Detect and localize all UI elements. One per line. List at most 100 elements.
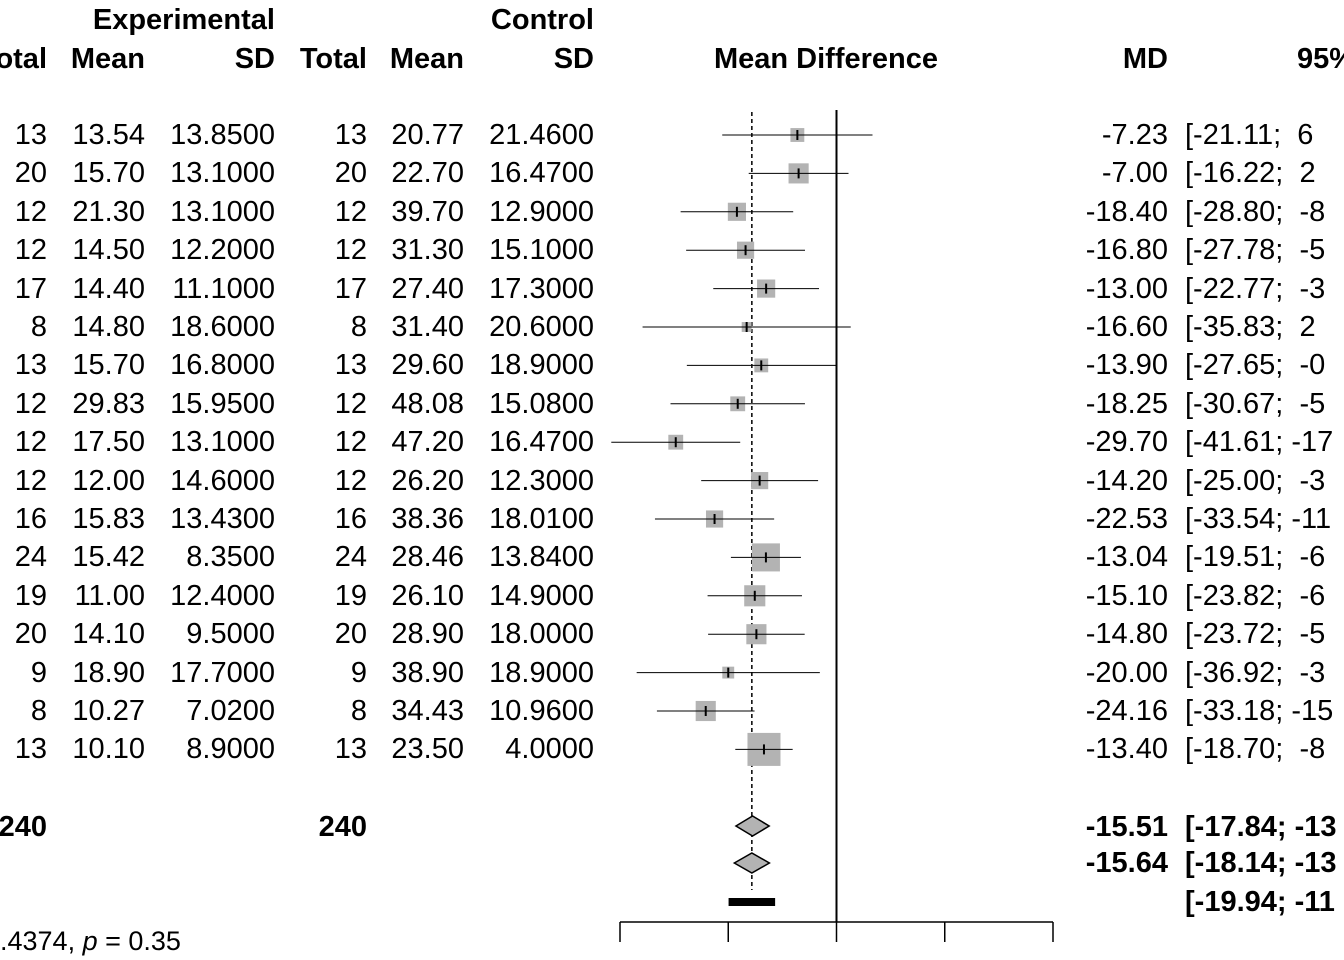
cell-et: 12: [14, 426, 47, 459]
cell-ct: 12: [334, 234, 367, 267]
cell-ct: 13: [334, 349, 367, 382]
cell-esd: 8.9000: [186, 733, 275, 766]
cell-ct: 24: [334, 541, 367, 574]
cell-em: 15.70: [72, 349, 145, 382]
header-exp-mean: Mean: [70, 43, 145, 75]
cell-cm: 26.10: [391, 579, 464, 612]
cell-et: 12: [14, 387, 47, 420]
cell-ct: 8: [350, 311, 367, 343]
header-control: Control: [490, 4, 594, 36]
cell-ct: 9: [350, 656, 367, 689]
cell-ct: 16: [334, 503, 367, 535]
header-experimental: Experimental: [92, 4, 275, 36]
header-ctl-sd: SD: [553, 43, 594, 75]
cell-md: -15.10: [1085, 579, 1168, 612]
cell-ct: 13: [334, 119, 367, 151]
cell-md: -13.00: [1085, 272, 1168, 305]
cell-em: 10.27: [72, 695, 145, 727]
cell-ct: 13: [334, 733, 367, 766]
cell-cm: 48.08: [391, 387, 464, 420]
cell-ci: [-23.82; -6: [1185, 579, 1326, 612]
cell-em: 21.30: [72, 195, 145, 228]
random-ci: [-18.14; -13: [1185, 847, 1337, 879]
p-label: p: [82, 926, 98, 956]
header-ci: 95%: [1297, 43, 1344, 75]
cell-ci: [-16.22; 2: [1185, 157, 1316, 190]
cell-et: 13: [14, 119, 47, 151]
cell-csd: 14.9000: [489, 579, 594, 612]
prediction-ci: [-19.94; -11: [1185, 886, 1335, 918]
cell-csd: 20.6000: [489, 311, 594, 343]
cell-ci: [-27.78; -5: [1185, 234, 1326, 267]
cell-esd: 8.3500: [186, 541, 275, 574]
cell-em: 15.42: [72, 541, 145, 574]
cell-csd: 16.4700: [489, 157, 594, 190]
header-exp-total: otal: [0, 43, 47, 75]
cell-md: -16.80: [1085, 234, 1168, 267]
cell-et: 20: [14, 618, 47, 651]
cell-esd: 13.8500: [170, 119, 275, 151]
cell-cm: 38.36: [391, 503, 464, 535]
cell-et: 24: [14, 541, 47, 574]
cell-cm: 28.90: [391, 618, 464, 651]
cell-esd: 9.5000: [186, 618, 275, 651]
cell-esd: 12.2000: [170, 234, 275, 267]
cell-csd: 15.0800: [489, 387, 594, 420]
cell-cm: 28.46: [391, 541, 464, 574]
cell-et: 9: [30, 656, 47, 689]
cell-cm: 29.60: [391, 349, 464, 382]
prediction-interval-bar: [728, 898, 776, 906]
cell-ct: 12: [334, 464, 367, 497]
cell-ci: [-35.83; 2: [1185, 311, 1316, 343]
cell-em: 13.54: [72, 119, 145, 151]
cell-em: 17.50: [72, 426, 145, 459]
cell-em: 15.70: [72, 157, 145, 190]
common-ci: [-17.84; -13: [1185, 811, 1337, 843]
common-effect-diamond: [734, 815, 771, 837]
header-exp-sd: SD: [234, 43, 275, 75]
cell-csd: 4.0000: [505, 733, 594, 766]
cell-et: 12: [14, 464, 47, 497]
cell-ci: [-18.70; -8: [1185, 733, 1326, 766]
cell-ci: [-41.61; -17: [1185, 426, 1334, 459]
cell-esd: 11.1000: [172, 272, 275, 305]
heterogeneity-text: .4374, p = 0.35: [0, 928, 181, 955]
cell-et: 12: [14, 195, 47, 228]
cell-md: -18.25: [1085, 387, 1168, 420]
p-value: = 0.35: [97, 926, 181, 956]
common-md: -15.51: [1085, 811, 1168, 843]
cell-esd: 7.0200: [186, 695, 275, 727]
cell-cm: 34.43: [391, 695, 464, 727]
cell-ct: 19: [334, 579, 367, 612]
cell-esd: 13.1000: [170, 195, 275, 228]
cell-csd: 21.4600: [489, 119, 594, 151]
cell-csd: 12.9000: [489, 195, 594, 228]
cell-csd: 18.0000: [489, 618, 594, 651]
cell-ci: [-25.00; -3: [1185, 464, 1326, 497]
cell-ci: [-33.18; -15: [1185, 695, 1334, 727]
cell-cm: 26.20: [391, 464, 464, 497]
cell-md: -18.40: [1085, 195, 1168, 228]
cell-csd: 18.0100: [489, 503, 594, 535]
cell-md: -7.23: [1101, 119, 1168, 151]
cell-md: -29.70: [1085, 426, 1168, 459]
cell-esd: 15.9500: [170, 387, 275, 420]
cell-esd: 12.4000: [170, 579, 275, 612]
header-ctl-mean: Mean: [389, 43, 464, 75]
cell-et: 8: [30, 311, 47, 343]
cell-et: 13: [14, 349, 47, 382]
cell-ci: [-28.80; -8: [1185, 195, 1326, 228]
cell-csd: 16.4700: [489, 426, 594, 459]
random-effects-diamond: [732, 852, 771, 874]
cell-esd: 16.8000: [170, 349, 275, 382]
cell-et: 20: [14, 157, 47, 190]
cell-md: -20.00: [1085, 656, 1168, 689]
cell-ct: 17: [334, 272, 367, 305]
cell-et: 17: [14, 272, 47, 305]
cell-md: -14.80: [1085, 618, 1168, 651]
cell-ci: [-21.11; 6: [1185, 119, 1314, 151]
cell-ci: [-33.54; -11: [1185, 503, 1332, 535]
header-mean-difference: Mean Difference: [714, 43, 939, 75]
cell-esd: 18.6000: [170, 311, 275, 343]
